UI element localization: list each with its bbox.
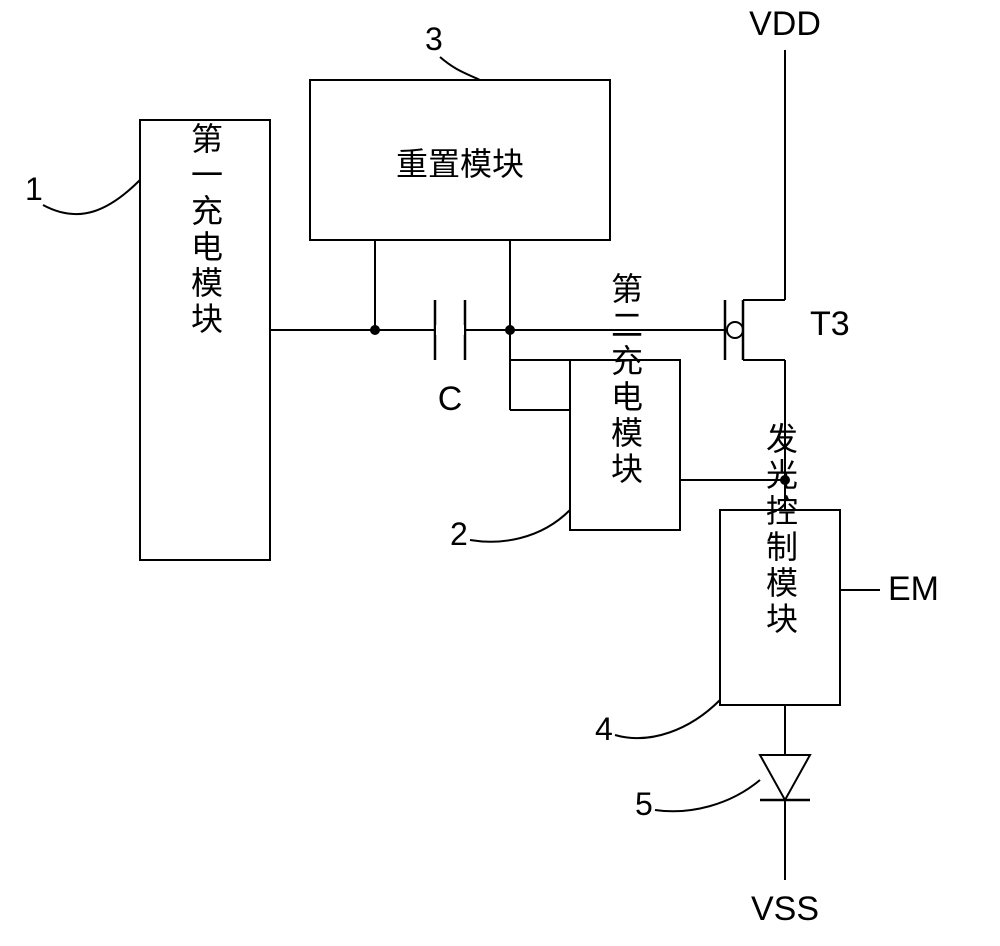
pin-vdd: VDD: [749, 5, 821, 43]
leader-1: [43, 180, 140, 214]
ref-4: 4: [595, 711, 613, 747]
emission-label: 发光控制模块: [762, 422, 798, 638]
ref-3: 3: [425, 21, 443, 57]
ref-1: 1: [25, 171, 43, 207]
pin-vss: VSS: [751, 890, 819, 928]
transistor-label: T3: [810, 305, 850, 343]
block-second-charging-module: 第二充电模块: [570, 272, 680, 530]
capacitor-c: C: [435, 300, 465, 418]
ref-5: 5: [635, 786, 653, 822]
leader-3: [440, 57, 480, 80]
block1-label: 第一充电模块: [187, 122, 223, 338]
circuit-diagram: 第一充电模块 重置模块 第二充电模块 发光控制模块 C T3: [0, 0, 1000, 946]
leader-4: [615, 700, 720, 738]
transistor-t3: T3: [725, 300, 850, 360]
block-first-charging-module: 第一充电模块: [140, 120, 270, 560]
leader-5: [655, 780, 760, 811]
capacitor-label: C: [438, 380, 463, 418]
block-emission-control-module: 发光控制模块: [720, 422, 840, 705]
pin-em: EM: [888, 570, 939, 608]
block-reset-module: 重置模块: [310, 80, 610, 240]
reset-label: 重置模块: [396, 146, 524, 182]
leader-2: [470, 510, 570, 542]
block2-label: 第二充电模块: [607, 272, 643, 488]
led-diode: [760, 755, 810, 800]
ref-2: 2: [450, 516, 468, 552]
